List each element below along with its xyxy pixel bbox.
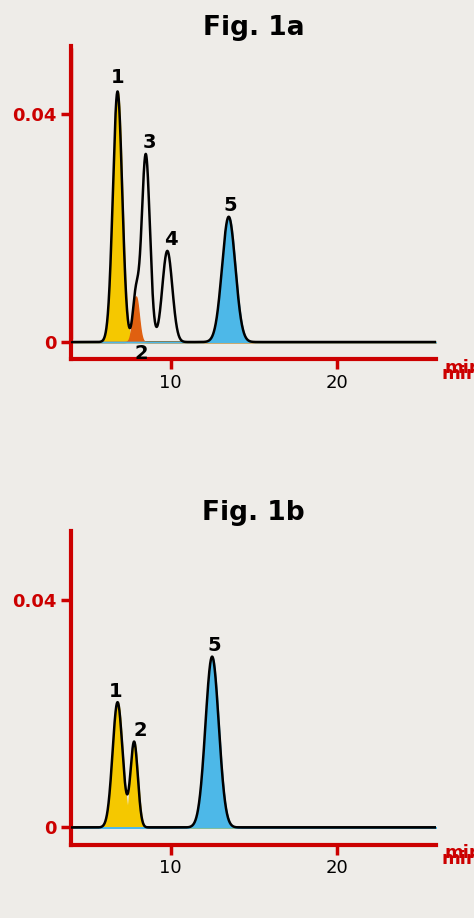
Text: minutes: minutes — [444, 359, 474, 376]
Text: 3: 3 — [142, 133, 156, 152]
Text: minutes: minutes — [441, 364, 474, 383]
Text: 1: 1 — [111, 68, 125, 87]
Text: 4: 4 — [164, 230, 178, 249]
Text: 1: 1 — [109, 681, 123, 700]
Text: 5: 5 — [224, 196, 237, 215]
Text: 2: 2 — [134, 344, 148, 364]
Title: Fig. 1b: Fig. 1b — [202, 500, 305, 526]
Text: minutes: minutes — [444, 845, 474, 862]
Text: 5: 5 — [207, 636, 221, 655]
Text: minutes: minutes — [441, 850, 474, 868]
Title: Fig. 1a: Fig. 1a — [203, 15, 304, 40]
Text: 2: 2 — [133, 722, 147, 740]
